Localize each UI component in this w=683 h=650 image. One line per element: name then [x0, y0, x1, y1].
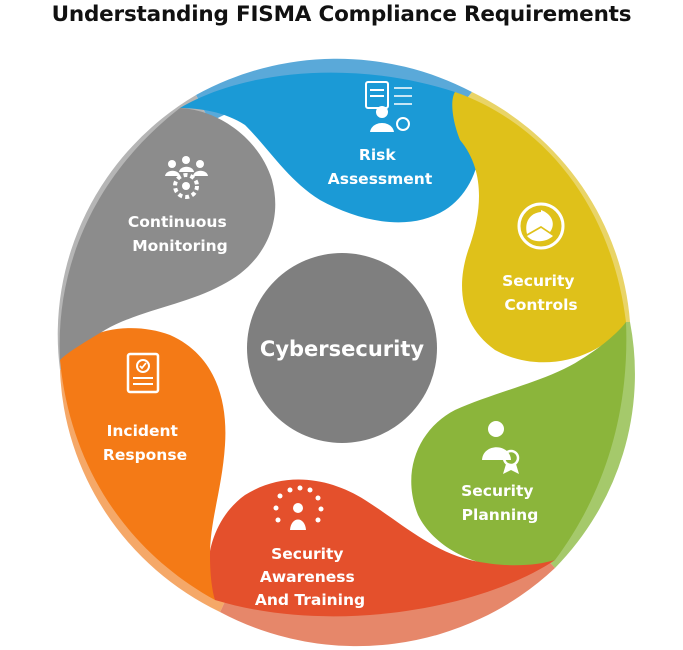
label-line: Response	[103, 446, 187, 464]
center-circle	[247, 253, 437, 443]
label-line: Security	[461, 482, 533, 500]
continuous-monitoring-icon	[165, 156, 208, 199]
label-security-controls: Security Controls	[502, 272, 580, 314]
segment-awareness-training	[208, 479, 555, 617]
label-line: Security	[502, 272, 574, 290]
segment-continuous-monitoring	[59, 108, 276, 360]
segment-risk-assessment	[180, 72, 480, 223]
label-line: Assessment	[328, 170, 433, 188]
label-security-planning: Security Planning	[461, 482, 539, 524]
security-controls-icon	[517, 202, 565, 250]
ring-edge-awareness	[220, 540, 555, 647]
label-continuous-monitoring: Continuous Monitoring	[128, 213, 232, 255]
label-line: Incident	[107, 422, 179, 440]
center-label: Cybersecurity	[260, 337, 424, 361]
diagram-title: Understanding FISMA Compliance Requireme…	[51, 2, 632, 27]
segment-incident-response	[60, 328, 226, 600]
label-line: Security	[271, 545, 343, 563]
segment-security-planning	[411, 322, 627, 568]
label-line: Continuous	[128, 213, 227, 231]
label-line: Risk	[359, 146, 396, 164]
label-awareness-training: Security Awareness And Training	[255, 545, 365, 609]
label-line: Planning	[462, 506, 539, 524]
risk-assessment-icon	[365, 81, 412, 132]
segment-security-controls	[452, 92, 626, 363]
security-planning-icon	[482, 421, 520, 474]
awareness-training-icon	[273, 485, 324, 530]
label-risk-assessment: Risk Assessment	[328, 146, 433, 188]
label-line: Controls	[504, 296, 577, 314]
label-line: Awareness	[260, 568, 355, 586]
label-line: Monitoring	[132, 237, 228, 255]
incident-response-icon	[126, 352, 160, 394]
label-line: And Training	[255, 591, 365, 609]
label-incident-response: Incident Response	[103, 422, 187, 464]
